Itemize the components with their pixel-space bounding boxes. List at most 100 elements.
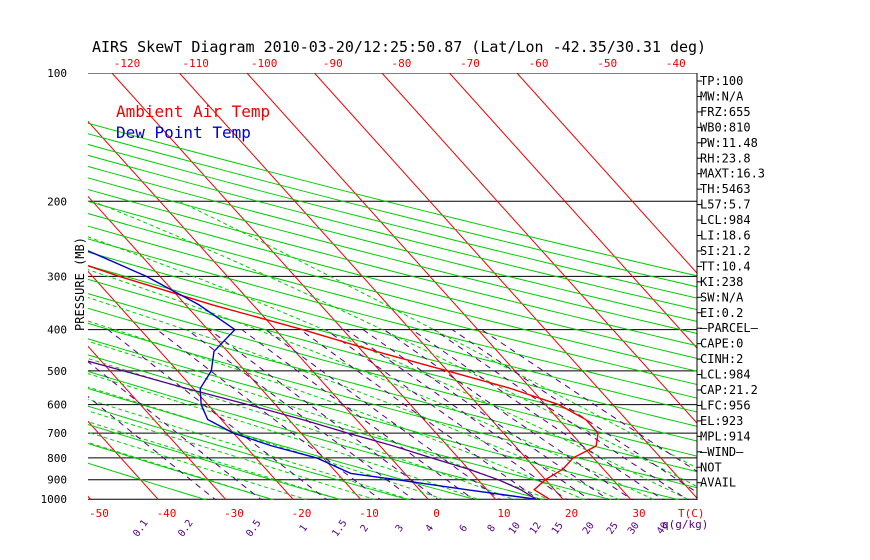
mixing-ratio-line — [186, 329, 416, 500]
index-label: LFC:956 — [700, 398, 751, 412]
mixing-ratio-tick-label: 25 — [605, 520, 621, 536]
isotherm-line — [246, 73, 632, 500]
dry-adiabat-line — [88, 251, 697, 413]
index-label: KI:238 — [700, 275, 743, 289]
mixing-ratio-line — [88, 361, 263, 500]
mixing-ratio-unit-label: q(g/kg) — [662, 518, 708, 531]
y-tick-label: 700 — [47, 427, 67, 440]
dry-adiabat-line — [88, 225, 697, 385]
dry-adiabat-line — [88, 154, 697, 311]
dry-adiabat-line — [88, 143, 697, 299]
bottom-tick-label: -50 — [89, 507, 109, 520]
bottom-tick-label: -20 — [292, 507, 312, 520]
top-tick-label: -120 — [114, 57, 141, 70]
index-label: SI:21.2 — [700, 244, 751, 258]
mixing-ratio-tick-label: 20 — [581, 520, 597, 536]
mixing-ratio-line — [88, 396, 217, 500]
isotherm-line — [449, 73, 697, 349]
mixing-ratio-tick-label: 2 — [359, 523, 371, 534]
bottom-tick-label: 20 — [565, 507, 578, 520]
dry-adiabat-line — [88, 122, 697, 277]
top-tick-label: -50 — [597, 57, 617, 70]
bottom-tick-label: 10 — [497, 507, 510, 520]
moist-adiabat-line — [88, 236, 691, 500]
index-label: LCL:984 — [700, 368, 751, 382]
mixing-ratio-tick-label: 15 — [550, 520, 566, 536]
legend-ambient-air-temp: Ambient Air Temp — [116, 102, 270, 121]
top-tick-label: -90 — [323, 57, 343, 70]
y-tick-label: 300 — [47, 270, 67, 283]
y-tick-label: 100 — [47, 67, 67, 80]
mixing-ratio-line — [325, 329, 569, 500]
dry-adiabat-line — [88, 133, 697, 288]
parcel-series — [88, 360, 537, 500]
mixing-ratio-tick-label: 1.5 — [330, 518, 349, 539]
y-tick-label: 1000 — [41, 493, 68, 506]
index-label: MW:N/A — [700, 89, 744, 103]
index-label: LI:18.6 — [700, 229, 751, 243]
index-label: SW:N/A — [700, 290, 744, 304]
moist-adiabat-line — [88, 421, 344, 500]
top-tick-label: -70 — [460, 57, 480, 70]
moist-adiabat-line — [88, 269, 657, 500]
bottom-tick-label: 30 — [632, 507, 645, 520]
x-axis-unit-label: T(C) — [678, 507, 705, 520]
index-label: LCL:984 — [700, 213, 751, 227]
mixing-ratio-tick-label: 0.5 — [244, 518, 263, 539]
top-tick-label: -100 — [251, 57, 278, 70]
top-tick-label: -40 — [666, 57, 686, 70]
moist-adiabat-line — [88, 357, 517, 500]
index-label: TT:10.4 — [700, 259, 751, 273]
isotherm-line — [179, 73, 565, 500]
mixing-ratio-tick-label: 1 — [298, 523, 310, 534]
moist-adiabat-line — [92, 200, 697, 488]
mixing-ratio-tick-label: 30 — [626, 520, 642, 536]
dry-adiabat-line — [88, 405, 412, 500]
moist-adiabat-line — [88, 398, 413, 500]
dry-adiabat-line — [88, 423, 344, 500]
mixing-ratio-line — [383, 329, 634, 500]
dry-adiabat-line — [88, 354, 615, 500]
legend-dew-point-temp: Dew Point Temp — [116, 123, 251, 142]
mixing-ratio-line — [265, 329, 502, 500]
index-label: EL:923 — [700, 414, 743, 428]
mixing-ratio-line — [345, 329, 592, 500]
ambient-air-temp-series — [88, 265, 599, 500]
index-label: EI:0.2 — [700, 306, 743, 320]
dry-adiabat-line — [88, 165, 697, 322]
index-label: —WIND— — [700, 445, 744, 459]
index-label: NOT — [700, 460, 722, 474]
mixing-ratio-tick-label: 0.1 — [131, 518, 150, 539]
dry-adiabat-line — [88, 213, 697, 372]
dry-adiabat-line — [88, 307, 697, 473]
index-label: AVAIL — [700, 476, 736, 490]
top-tick-label: -110 — [182, 57, 209, 70]
isotherm-line — [0, 73, 31, 508]
mixing-ratio-tick-label: 0.2 — [176, 518, 195, 539]
index-label: RH:23.8 — [700, 151, 751, 165]
isotherm-line — [381, 73, 697, 424]
dry-adiabat-line — [88, 370, 547, 500]
index-label: —PARCEL— — [700, 321, 759, 335]
y-axis-label: PRESSURE (MB) — [73, 237, 87, 331]
index-label: MAXT:16.3 — [700, 167, 765, 181]
index-label: WB0:810 — [700, 120, 751, 134]
mixing-ratio-tick-label: 12 — [528, 520, 544, 536]
moist-adiabat-line — [88, 431, 310, 500]
isotherm-line — [111, 73, 497, 500]
mixing-ratio-tick-label: 10 — [507, 520, 523, 536]
y-tick-label: 400 — [47, 324, 67, 337]
mixing-ratio-tick-label: 3 — [394, 523, 406, 534]
index-label: CAP:21.2 — [700, 383, 758, 397]
bottom-tick-label: -30 — [224, 507, 244, 520]
moist-adiabat-line — [88, 320, 587, 500]
mixing-ratio-line — [107, 329, 329, 500]
isotherm-line — [516, 73, 697, 274]
dry-adiabat-line — [88, 387, 480, 500]
index-label: TP:100 — [700, 74, 743, 88]
mixing-ratio-line — [362, 329, 610, 500]
index-label: CINH:2 — [700, 352, 743, 366]
index-label: MPL:914 — [700, 429, 751, 443]
bottom-tick-label: -40 — [157, 507, 177, 520]
